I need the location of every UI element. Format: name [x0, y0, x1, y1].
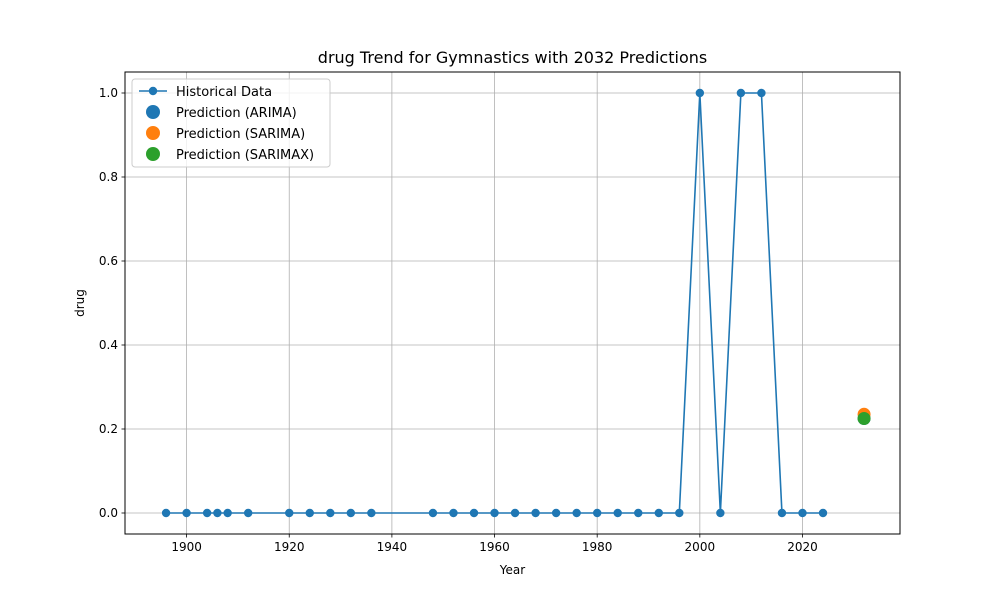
data-point-historical [285, 508, 294, 518]
data-point-historical [490, 508, 499, 518]
data-point-historical [223, 508, 232, 518]
ticks: 1900 1920 1940 1960 1980 2000 2020 0.0 0.2 0.4 0.6… [99, 86, 818, 554]
y-tick-label: 0.8 [99, 170, 118, 184]
data-point-historical [613, 508, 622, 518]
data-point-historical [695, 88, 705, 98]
data-point-historical [531, 508, 540, 518]
data-point-historical [182, 508, 191, 518]
x-tick-label: 1960 [479, 540, 510, 554]
legend-label: Historical Data [176, 85, 272, 100]
y-tick-label: 0.4 [99, 338, 118, 352]
x-tick-label: 2000 [685, 540, 716, 554]
prediction-point-3 [857, 412, 871, 425]
data-point-historical [675, 508, 684, 518]
x-tick-label: 1900 [171, 540, 202, 554]
data-point-historical [634, 508, 643, 518]
data-point-historical [818, 508, 828, 518]
series-layer [161, 88, 871, 518]
y-axis-label: drug [73, 289, 87, 317]
legend-label: Prediction (ARIMA) [176, 106, 297, 121]
legend-box [131, 78, 331, 168]
data-point-historical [757, 88, 766, 98]
legend-marker-swatch [146, 126, 160, 140]
legend: Historical Data Prediction (ARIMA) Predict… [131, 78, 331, 168]
data-point-historical [551, 508, 561, 518]
y-tick-label: 0.0 [99, 506, 118, 520]
data-point-historical [346, 508, 356, 518]
data-point-historical [510, 508, 520, 518]
x-tick-label: 1940 [377, 540, 408, 554]
data-point-historical [305, 508, 314, 518]
data-point-historical [213, 508, 222, 518]
data-point-historical [202, 508, 212, 518]
data-point-historical [716, 508, 725, 518]
y-tick-label: 1.0 [99, 86, 118, 100]
data-point-historical [161, 508, 171, 518]
x-axis-label: Year [499, 563, 525, 577]
y-tick-label: 0.6 [99, 254, 118, 268]
data-point-historical [367, 508, 376, 518]
x-tick-label: 1980 [582, 540, 613, 554]
data-point-historical [736, 88, 746, 98]
data-point-historical [654, 508, 663, 518]
legend-marker-swatch [146, 105, 160, 119]
data-point-historical [777, 508, 787, 518]
x-tick-label: 2020 [787, 540, 818, 554]
data-point-historical [449, 508, 458, 518]
legend-label: Prediction (SARIMAX) [176, 148, 314, 163]
data-point-historical [243, 508, 253, 518]
legend-marker-swatch [148, 86, 158, 96]
plot-frame [124, 71, 901, 535]
data-point-historical [592, 508, 602, 518]
data-point-historical [798, 508, 807, 518]
data-point-historical [469, 508, 479, 518]
legend-label: Prediction (SARIMA) [176, 127, 305, 142]
data-point-historical [572, 508, 581, 518]
data-point-historical [326, 508, 335, 518]
legend-marker-swatch [146, 147, 160, 161]
chart-title: drug Trend for Gymnastics with 2032 Pred… [318, 48, 707, 67]
y-tick-label: 0.2 [99, 422, 118, 436]
data-point-historical [428, 508, 438, 518]
x-tick-label: 1920 [274, 540, 305, 554]
